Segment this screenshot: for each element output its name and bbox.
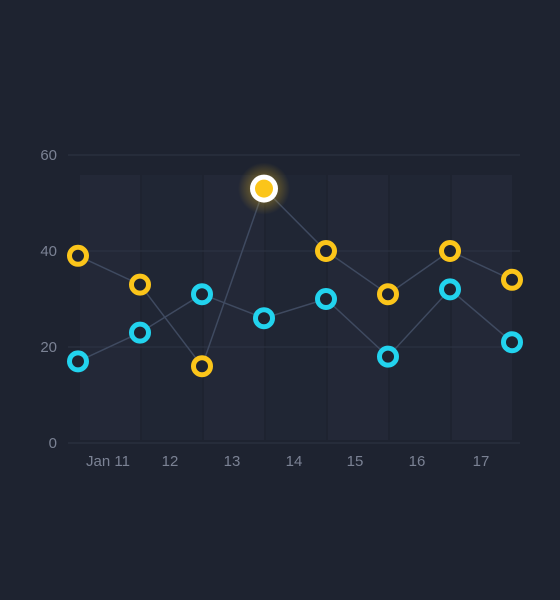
- background-band: [142, 175, 202, 440]
- series-lines: [77, 187, 513, 368]
- x-tick-label: 12: [162, 453, 179, 470]
- x-tick-label: 14: [286, 453, 303, 470]
- data-point-cyan: [439, 278, 461, 301]
- data-point-cyan: [253, 307, 275, 330]
- y-tick-label: 60: [40, 147, 57, 164]
- data-point-yellow: [501, 268, 523, 291]
- y-tick-label: 20: [40, 339, 57, 356]
- data-point-yellow: [315, 240, 337, 262]
- data-point-cyan: [129, 321, 151, 344]
- background-band: [452, 175, 512, 440]
- x-tick-label: 17: [473, 453, 490, 470]
- data-point-cyan: [501, 331, 523, 354]
- background-band: [390, 175, 450, 440]
- data-point-yellow: [67, 244, 89, 267]
- y-tick-label: 0: [49, 435, 57, 452]
- y-axis: 0 20 40 60: [40, 147, 57, 452]
- background-band: [80, 175, 140, 440]
- data-point-yellow: [377, 283, 399, 306]
- x-tick-label: 15: [347, 453, 364, 470]
- data-point-cyan: [67, 350, 89, 373]
- highlighted-point: [255, 179, 273, 198]
- data-point-yellow: [129, 273, 151, 296]
- x-tick-label: 16: [409, 453, 426, 470]
- background-band: [266, 175, 326, 440]
- data-point-cyan: [191, 283, 213, 306]
- series-line-cyan: [77, 288, 513, 363]
- data-point-yellow: [191, 355, 213, 378]
- data-point-yellow: [439, 240, 461, 262]
- x-tick-label: Jan 11: [86, 453, 130, 470]
- series-line-yellow: [77, 187, 513, 368]
- data-point-cyan: [315, 288, 337, 310]
- background-band: [328, 175, 388, 440]
- background-bands: [80, 175, 512, 440]
- data-point-cyan: [377, 345, 399, 368]
- x-tick-label: 13: [224, 453, 241, 470]
- y-tick-label: 40: [40, 243, 57, 260]
- x-axis: Jan 11 12 13 14 15 16 17: [86, 453, 489, 470]
- data-points: [67, 162, 523, 378]
